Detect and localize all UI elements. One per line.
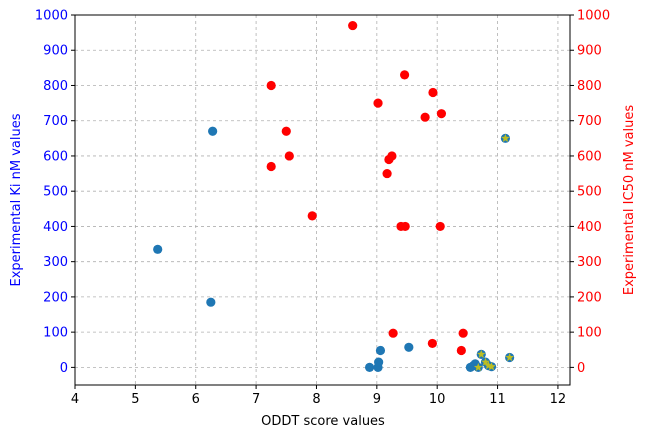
x-tick-label: 4 — [71, 392, 79, 407]
plot-frame — [74, 14, 571, 386]
star-point — [501, 133, 510, 142]
ki-point — [375, 345, 386, 356]
y-tick-label-right: 500 — [577, 185, 602, 200]
star-point — [473, 362, 483, 372]
ic50-point — [399, 70, 410, 80]
ic50-point — [435, 221, 445, 232]
y-tick-label-left: 800 — [43, 79, 68, 94]
y-tick-label-left: 400 — [43, 220, 68, 235]
ic50-point — [428, 87, 438, 98]
y-axis-label-right: Experimental IC50 nM values — [622, 105, 637, 296]
y-tick-label-left: 0 — [60, 361, 68, 376]
ic50-point — [458, 328, 468, 338]
x-tick-label: 11 — [489, 392, 506, 407]
y-tick-label-right: 100 — [577, 326, 602, 341]
y-tick-label-left: 500 — [43, 185, 68, 200]
y-tick-label-right: 0 — [577, 361, 585, 376]
axes: 4 5 6 7 8 9 10 11 12 0 100 200 300 400 500 600 700 800 900… — [35, 9, 610, 408]
x-tick-label: 5 — [131, 392, 139, 407]
data-points — [153, 20, 515, 372]
ki-point — [404, 342, 414, 352]
y-tick-label-left: 900 — [43, 44, 68, 59]
ki-point — [364, 362, 375, 372]
ic50-point — [382, 168, 392, 179]
star-point — [476, 349, 486, 358]
ic50-point — [456, 345, 466, 356]
star-point — [505, 353, 514, 362]
y-tick-label-left: 100 — [43, 326, 68, 341]
ic50-point — [266, 161, 276, 172]
y-tick-label-right: 200 — [577, 290, 602, 305]
y-tick-label-left: 1000 — [35, 9, 68, 24]
ic50-point — [388, 328, 398, 338]
star-point — [481, 357, 490, 366]
ic50-point — [281, 126, 291, 136]
grid-lines — [74, 14, 570, 385]
y-tick-label-left: 700 — [43, 114, 68, 129]
x-tick-label: 6 — [192, 392, 200, 407]
ki-point — [206, 297, 216, 307]
ic50-point — [427, 338, 437, 349]
y-tick-label-left: 200 — [43, 290, 68, 305]
ic50-point — [436, 109, 447, 119]
ic50-point — [387, 151, 397, 161]
y-axis-label-left: Experimental Ki nM values — [9, 113, 24, 286]
y-tick-label-left: 600 — [43, 149, 68, 164]
y-tick-label-right: 800 — [577, 79, 602, 94]
x-tick-label: 7 — [252, 392, 260, 407]
y-tick-label-right: 400 — [577, 220, 602, 235]
ic50-point — [284, 151, 294, 161]
y-tick-label-left: 300 — [43, 255, 68, 270]
x-tick-label: 12 — [550, 392, 567, 407]
ic50-point — [307, 211, 317, 221]
x-tick-label: 10 — [429, 392, 446, 407]
star-point — [487, 362, 496, 371]
x-tick-label: 8 — [312, 392, 320, 407]
y-tick-label-right: 600 — [577, 149, 602, 164]
x-tick-label: 9 — [373, 392, 381, 407]
ic50-point — [420, 112, 430, 122]
x-axis-label: ODDT score values — [261, 414, 385, 429]
y-tick-label-right: 1000 — [577, 9, 610, 24]
ki-point — [374, 357, 384, 367]
ic50-point — [348, 20, 358, 31]
star-point — [484, 361, 493, 370]
ki-point — [208, 126, 218, 136]
ic50-point — [400, 221, 410, 232]
y-tick-label-right: 700 — [577, 114, 602, 129]
ic50-point — [373, 98, 383, 108]
ki-point — [153, 244, 163, 254]
ic50-point — [266, 80, 276, 91]
y-tick-label-right: 900 — [577, 44, 602, 59]
y-tick-label-right: 300 — [577, 255, 602, 270]
